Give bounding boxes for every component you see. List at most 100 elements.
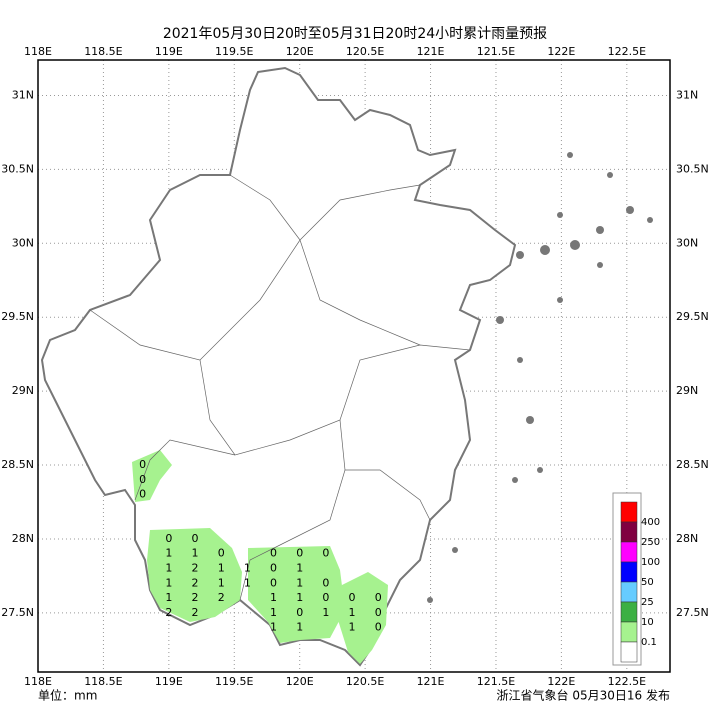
title: 2021年05月30日20时至05月31日20时24小时累计雨量预报 [163, 26, 547, 42]
y-tick-label: 27.5N [1, 606, 34, 619]
x-tick-label: 120.5E [346, 675, 384, 688]
x-tick-label: 119.5E [215, 675, 253, 688]
x-tick-label: 119E [155, 675, 183, 688]
rain-value: 0 [296, 547, 303, 560]
rain-value: 0 [139, 473, 146, 486]
rain-value: 0 [375, 621, 382, 634]
x-tick-label: 120E [286, 675, 314, 688]
rain-value: 1 [244, 576, 251, 589]
legend-swatch [620, 561, 638, 583]
y-tick-label: 30N [12, 236, 34, 249]
rain-value: 0 [139, 488, 146, 501]
y-tick-label: 31N [12, 88, 34, 101]
x-tick-label: 122.5E [608, 45, 646, 58]
legend-swatch [620, 601, 638, 623]
rain-value: 1 [244, 562, 251, 575]
y-tick-label: 30.5N [676, 162, 709, 175]
rain-value: 1 [296, 591, 303, 604]
rain-value: 0 [375, 606, 382, 619]
rain-value: 1 [296, 621, 303, 634]
rain-value: 0 [270, 547, 277, 560]
legend-swatch [620, 621, 638, 643]
x-tick-label: 121E [417, 45, 445, 58]
rain-value: 1 [165, 562, 172, 575]
y-tick-label: 28N [676, 532, 698, 545]
rain-value: 0 [192, 532, 199, 545]
legend-label: 400 [641, 517, 660, 528]
rain-value: 0 [322, 547, 329, 560]
x-tick-label: 120.5E [346, 45, 384, 58]
rain-value: 0 [296, 606, 303, 619]
y-tick-label: 30.5N [1, 162, 34, 175]
x-tick-label: 122E [547, 45, 575, 58]
rain-area [132, 450, 172, 502]
legend-swatch [620, 641, 638, 663]
legend-label: 250 [641, 537, 660, 548]
rain-areas [132, 450, 388, 664]
rain-value: 1 [322, 606, 329, 619]
y-tick-label: 28.5N [676, 458, 709, 471]
x-tick-label: 120E [286, 45, 314, 58]
x-tick-label: 119E [155, 45, 183, 58]
rain-value: 1 [296, 576, 303, 589]
rain-value: 0 [270, 562, 277, 575]
rain-value: 1 [165, 576, 172, 589]
x-tick-label: 121.5E [477, 45, 515, 58]
rain-value: 0 [139, 458, 146, 471]
x-tick-label: 122E [547, 675, 575, 688]
county-borders [89, 174, 471, 601]
rain-value: 1 [349, 621, 356, 634]
legend-label: 100 [641, 557, 660, 568]
x-tick-label: 118.5E [84, 675, 122, 688]
rain-value: 1 [218, 576, 225, 589]
rain-value: 1 [165, 591, 172, 604]
y-tick-label: 31N [676, 88, 698, 101]
rain-value: 0 [218, 547, 225, 560]
rain-value: 0 [322, 591, 329, 604]
x-tick-label: 119.5E [215, 45, 253, 58]
rain-value: 2 [192, 591, 199, 604]
rain-value: 0 [270, 576, 277, 589]
x-tick-label: 118E [24, 45, 52, 58]
y-tick-label: 30N [676, 236, 698, 249]
rain-area [248, 546, 345, 643]
rain-value: 2 [192, 576, 199, 589]
legend-label: 10 [641, 617, 654, 628]
rain-value: 1 [349, 606, 356, 619]
rain-value: 2 [165, 606, 172, 619]
y-tick-label: 28N [12, 532, 34, 545]
islands [427, 152, 653, 603]
rain-value: 0 [349, 591, 356, 604]
rain-value: 0 [322, 576, 329, 589]
y-tick-label: 28.5N [1, 458, 34, 471]
rain-value: 1 [192, 547, 199, 560]
rain-area [338, 572, 388, 664]
legend-label: 0.1 [641, 637, 657, 648]
y-tick-label: 29.5N [676, 310, 709, 323]
rain-value: 1 [270, 621, 277, 634]
unit-label: 单位：mm [38, 688, 97, 703]
legend-swatch [620, 521, 638, 543]
legend-swatch [620, 541, 638, 563]
x-tick-label: 121.5E [477, 675, 515, 688]
rain-value: 1 [270, 591, 277, 604]
rain-value: 2 [192, 606, 199, 619]
x-tick-label: 118.5E [84, 45, 122, 58]
rain-value: 1 [270, 606, 277, 619]
legend-swatch [620, 501, 638, 523]
map-frame [37, 59, 671, 673]
rain-value: 2 [192, 562, 199, 575]
x-tick-label: 122.5E [608, 675, 646, 688]
legend-label: 25 [641, 597, 654, 608]
rain-value: 2 [218, 591, 225, 604]
rain-value: 1 [218, 562, 225, 575]
rain-value: 0 [375, 591, 382, 604]
y-tick-label: 27.5N [676, 606, 709, 619]
rain-area [147, 528, 242, 622]
y-tick-label: 29.5N [1, 310, 34, 323]
rain-value: 1 [296, 562, 303, 575]
rain-value: 1 [165, 547, 172, 560]
x-tick-label: 118E [24, 675, 52, 688]
y-tick-label: 29N [12, 384, 34, 397]
